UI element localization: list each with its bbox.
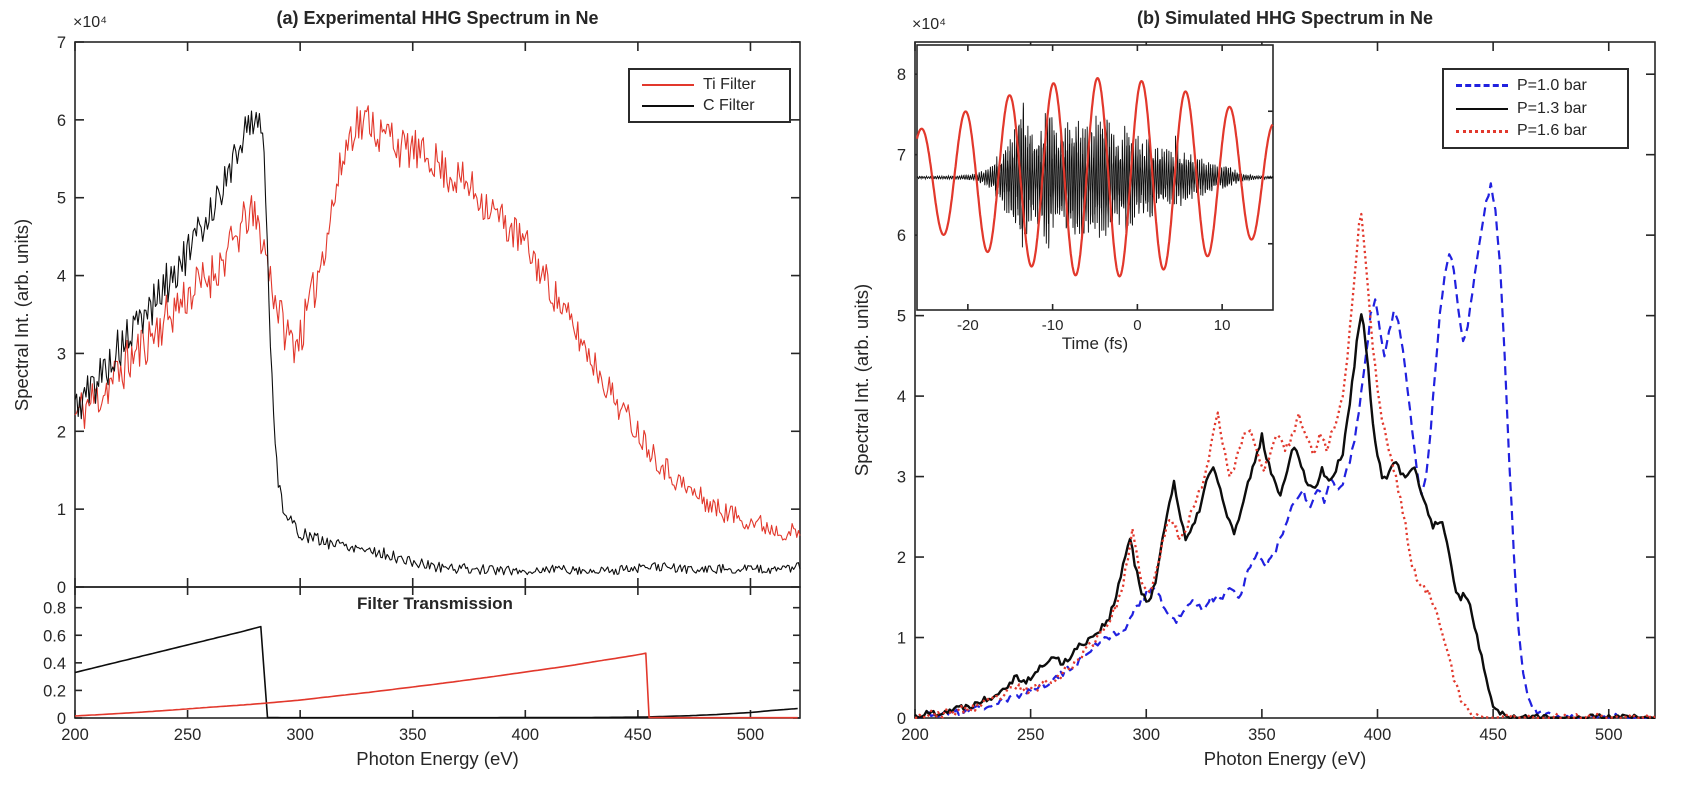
- inset-x-tick-label: 10: [1214, 317, 1231, 334]
- x-tick-label: 400: [1364, 726, 1392, 744]
- y-tick-label: 8: [897, 66, 906, 84]
- panel-a-legend: Ti Filter C Filter: [628, 68, 791, 123]
- x-tick-label: 300: [286, 726, 314, 744]
- filter-transmission-title: Filter Transmission: [357, 594, 513, 613]
- series-ti-filter: [74, 105, 801, 541]
- series-p-1-6-bar: [915, 212, 1656, 719]
- x-tick-label: 500: [1595, 726, 1623, 744]
- panel-a-y-axis-label: Spectral Int. (arb. units): [11, 218, 32, 412]
- legend-label: C Filter: [703, 97, 755, 115]
- y-tick-label: 5: [897, 308, 906, 326]
- y-tick-label: 0.2: [43, 682, 66, 700]
- x-tick-label: 250: [174, 726, 202, 744]
- x-tick-label: 250: [1017, 726, 1045, 744]
- x-tick-label: 350: [1248, 726, 1276, 744]
- panel-b-y-exponent: ×10⁴: [912, 16, 947, 33]
- panel-b-title: (b) Simulated HHG Spectrum in Ne: [1136, 8, 1434, 28]
- panel-b-axes: [914, 41, 1656, 719]
- y-tick-label: 4: [57, 268, 66, 286]
- panel-b-legend: P=1.0 bar P=1.3 bar P=1.6 bar: [1442, 68, 1629, 149]
- series-ti-filter-transmission: [74, 652, 798, 719]
- y-tick-label: 0.8: [43, 600, 66, 618]
- x-tick-label: 450: [1479, 726, 1507, 744]
- c-filter-line-sample: [642, 105, 694, 108]
- x-tick-label: 200: [61, 726, 89, 744]
- y-tick-label: 0: [57, 579, 66, 597]
- series-c-filter: [74, 110, 801, 576]
- y-tick-label: 6: [897, 227, 906, 245]
- legend-item-p16: P=1.6 bar: [1456, 122, 1619, 140]
- legend-label: P=1.3 bar: [1517, 99, 1587, 117]
- series-driving-laser-field: [915, 77, 1274, 278]
- legend-item-ti-filter: Ti Filter: [642, 76, 781, 94]
- y-tick-label: 0: [897, 710, 906, 728]
- series-p-1-3-bar: [914, 313, 1655, 719]
- x-tick-label: 350: [399, 726, 427, 744]
- panel-a-title: (a) Experimental HHG Spectrum in Ne: [276, 8, 599, 28]
- x-tick-label: 450: [624, 726, 652, 744]
- p16-line-sample: [1456, 129, 1508, 133]
- y-tick-label: 6: [57, 112, 66, 130]
- y-tick-label: 7: [57, 34, 66, 52]
- legend-label: P=1.6 bar: [1517, 122, 1587, 140]
- legend-label: P=1.0 bar: [1517, 76, 1587, 94]
- ti-filter-line-sample: [642, 83, 694, 86]
- x-tick-label: 200: [901, 726, 929, 744]
- inset-x-tick-label: 0: [1133, 317, 1141, 334]
- inset-x-tick-label: -10: [1042, 317, 1064, 334]
- panel-a-y-exponent: ×10⁴: [73, 14, 108, 31]
- y-tick-label: 0: [57, 710, 66, 728]
- y-tick-label: 1: [57, 501, 66, 519]
- y-tick-label: 0.4: [43, 655, 66, 673]
- y-tick-label: 4: [897, 388, 906, 406]
- panel-b-y-axis-label: Spectral Int. (arb. units): [851, 283, 872, 477]
- y-tick-label: 2: [897, 549, 906, 567]
- legend-item-p13: P=1.3 bar: [1456, 100, 1619, 118]
- series-p-1-0-bar: [914, 182, 1656, 719]
- y-tick-label: 1: [897, 630, 906, 648]
- y-tick-label: 3: [57, 345, 66, 363]
- y-tick-label: 2: [57, 423, 66, 441]
- x-tick-label: 400: [512, 726, 540, 744]
- p13-line-sample: [1456, 107, 1508, 110]
- y-tick-label: 3: [897, 469, 906, 487]
- legend-item-p10: P=1.0 bar: [1456, 77, 1619, 95]
- inset-x-axis-label: Time (fs): [1061, 334, 1129, 353]
- p10-line-sample: [1456, 84, 1508, 88]
- x-tick-label: 500: [737, 726, 765, 744]
- y-tick-label: 7: [897, 147, 906, 165]
- inset-x-tick-label: -20: [957, 317, 979, 334]
- legend-label: Ti Filter: [703, 75, 756, 93]
- panel-a-x-axis-label: Photon Energy (eV): [356, 748, 519, 769]
- x-tick-label: 300: [1132, 726, 1160, 744]
- y-tick-label: 0.6: [43, 627, 66, 645]
- series-c-filter-transmission: [74, 625, 798, 719]
- y-tick-label: 5: [57, 190, 66, 208]
- panel-b-x-axis-label: Photon Energy (eV): [1203, 748, 1367, 769]
- panel-a-axes: [74, 41, 801, 588]
- legend-item-c-filter: C Filter: [642, 97, 781, 115]
